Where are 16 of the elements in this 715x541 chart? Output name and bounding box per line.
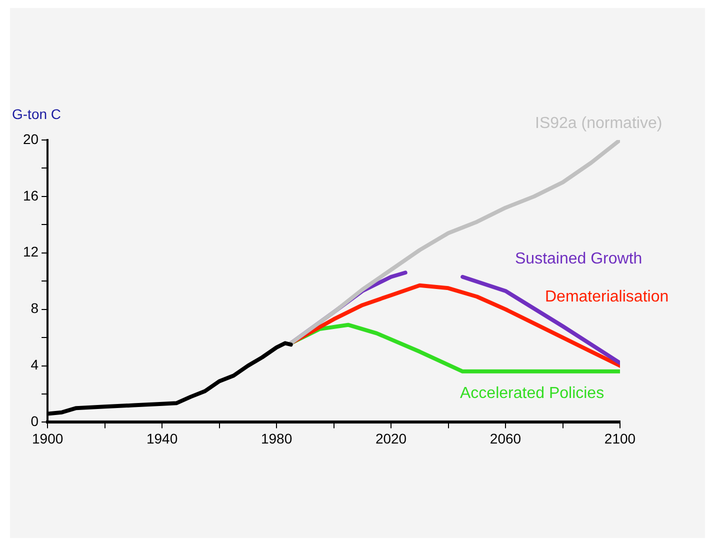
series-label: Accelerated Policies xyxy=(460,384,604,402)
series-label: Sustained Growth xyxy=(515,250,642,268)
y-axis-title: G-ton C xyxy=(12,106,62,122)
y-tick-label: 0 xyxy=(30,413,39,430)
y-tick-label: 8 xyxy=(30,300,39,316)
x-tick-label: 2020 xyxy=(375,430,407,446)
y-tick-label: 20 xyxy=(22,130,39,147)
y-tick-label: 12 xyxy=(22,244,39,260)
x-tick-label: 2060 xyxy=(490,430,522,446)
y-tick-label: 16 xyxy=(22,187,39,204)
series-label: Dematerialisation xyxy=(545,288,669,306)
x-tick-label: 1900 xyxy=(32,430,64,446)
y-tick-label: 4 xyxy=(30,356,39,373)
x-tick-label: 2100 xyxy=(604,430,636,446)
x-tick-label: 1980 xyxy=(260,430,292,446)
x-tick-label: 1940 xyxy=(146,430,178,446)
